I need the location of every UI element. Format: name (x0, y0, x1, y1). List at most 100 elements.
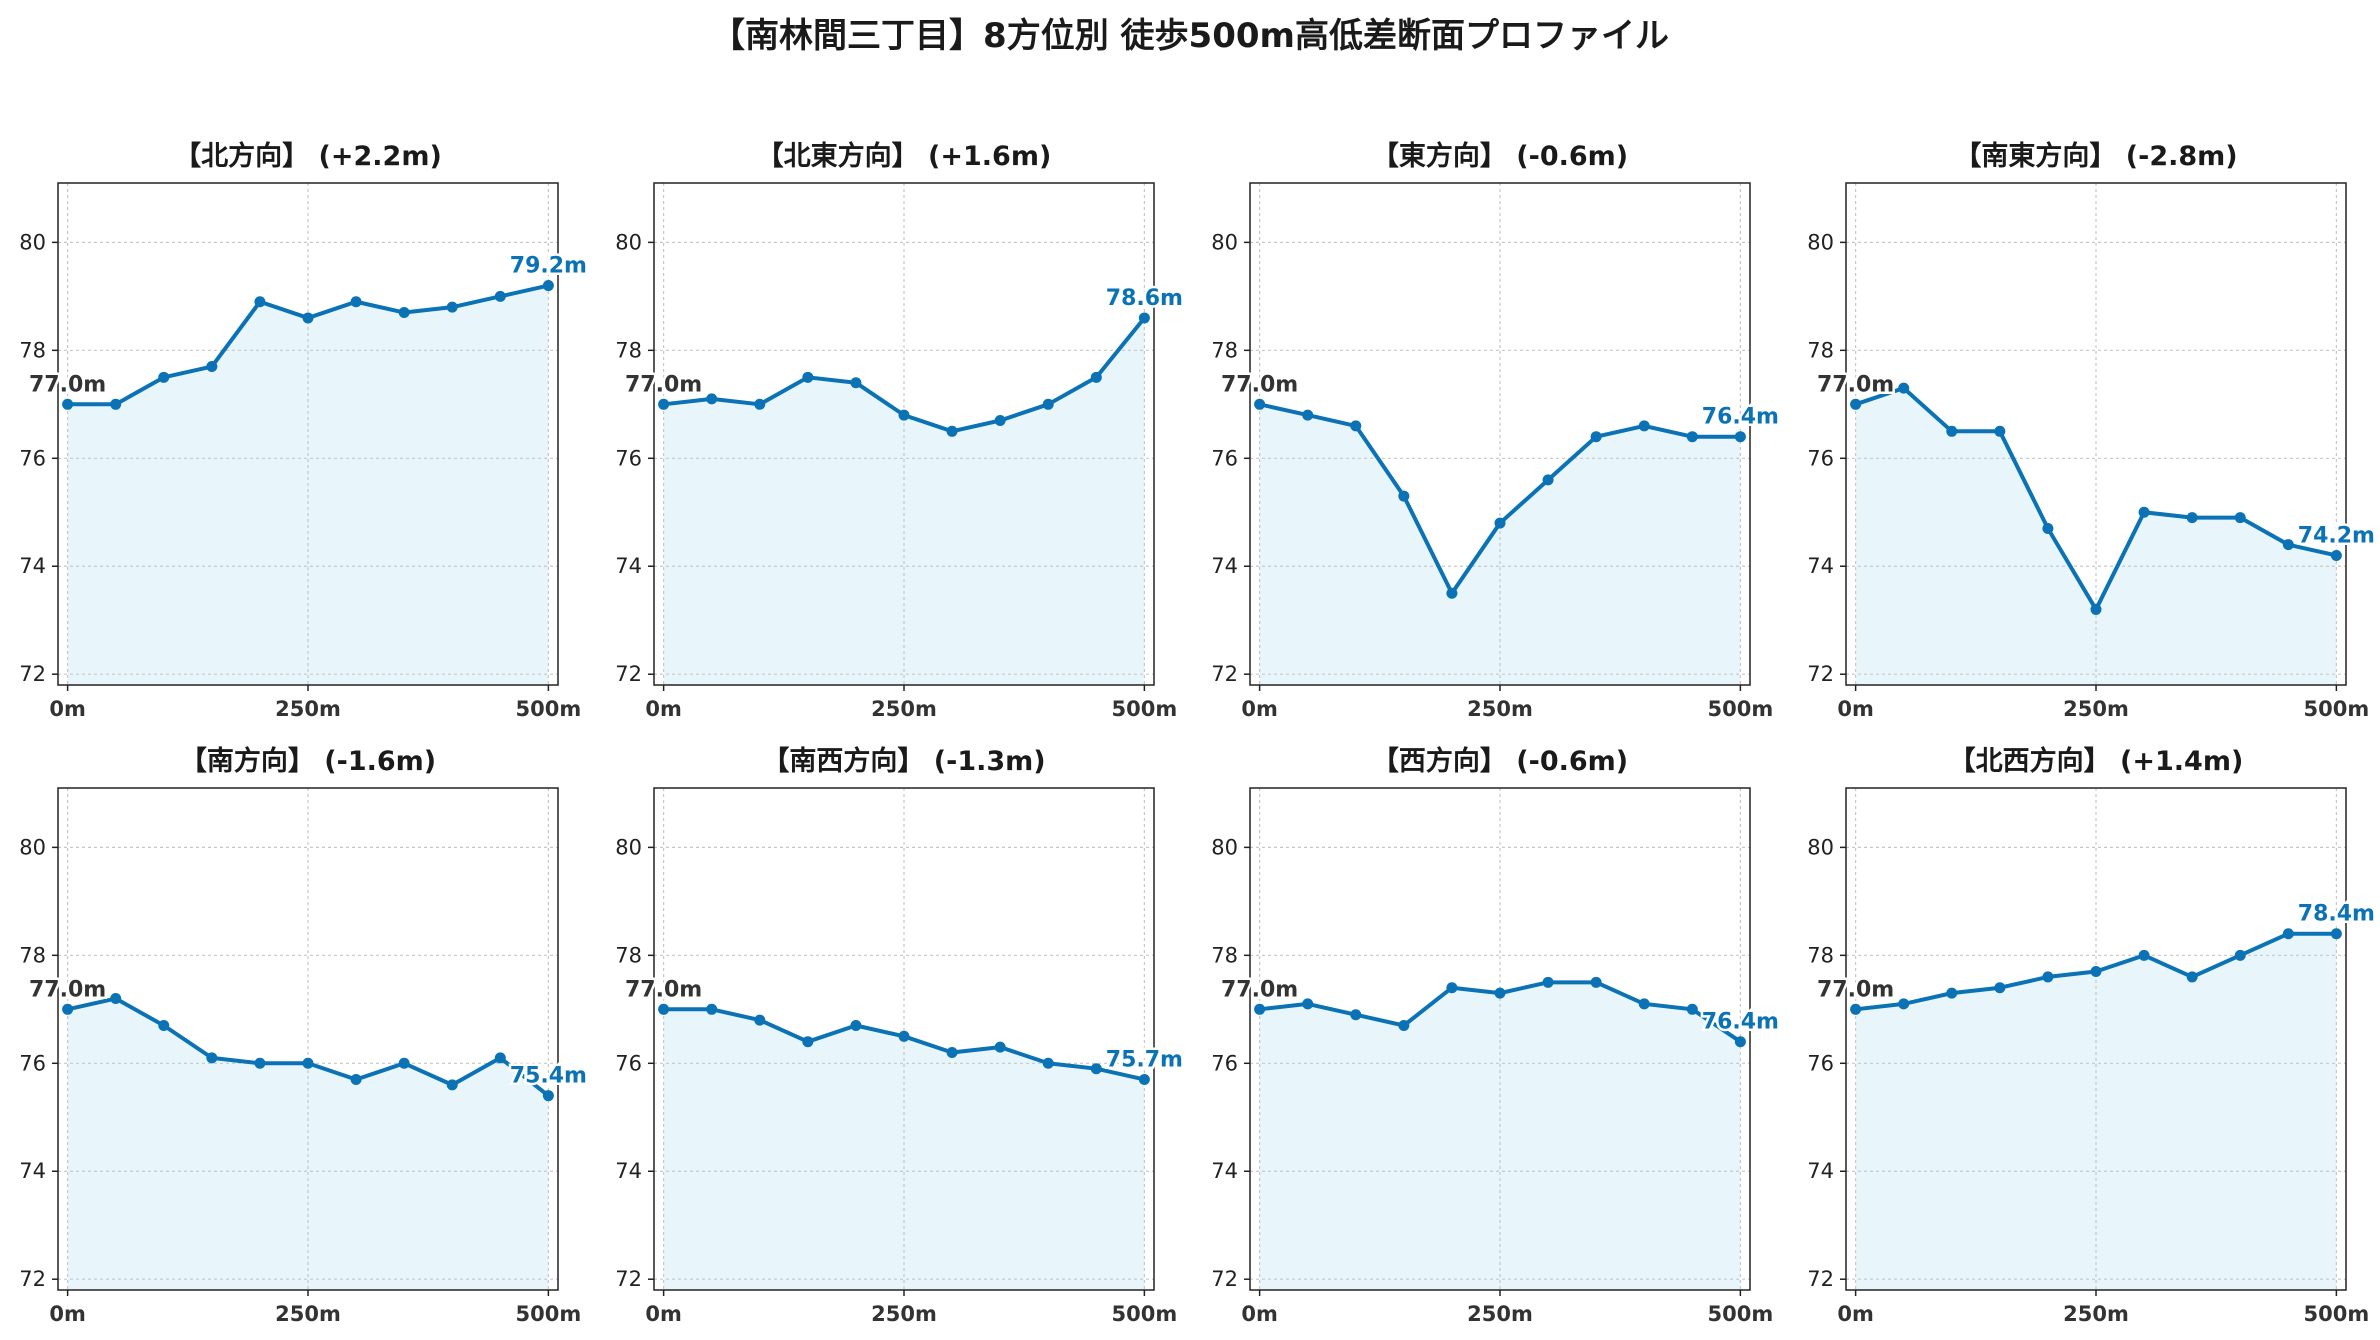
data-point (302, 312, 314, 324)
data-point (1302, 409, 1314, 421)
x-tick-label: 250m (1467, 1302, 1533, 1326)
data-point (1638, 420, 1650, 432)
chart-title: 【北東方向】 (+1.6m) (757, 140, 1052, 172)
data-point (206, 361, 218, 373)
data-point (1138, 1073, 1150, 1085)
y-tick-label: 72 (19, 1267, 46, 1291)
data-point (1946, 425, 1958, 437)
x-tick-label: 0m (49, 697, 86, 721)
y-tick-label: 72 (1807, 1267, 1834, 1291)
start-value-label: 77.0m (1817, 372, 1894, 397)
data-point (1734, 1036, 1746, 1048)
chart-title: 【南方向】 (-1.6m) (180, 745, 436, 777)
data-point (1686, 1003, 1698, 1015)
data-point (494, 1052, 506, 1064)
data-point (2330, 549, 2342, 561)
y-tick-label: 74 (615, 1159, 642, 1183)
data-point (1898, 382, 1910, 394)
y-tick-label: 78 (1211, 338, 1238, 362)
chart-panel-6: 72 74 76 78 80 0m 250m 500m 【西方向】 (-0.6m) 77.0m 76… (1211, 745, 1781, 1326)
data-point (2330, 928, 2342, 940)
data-point (946, 425, 958, 437)
x-tick-label: 500m (1112, 697, 1178, 721)
y-tick-label: 78 (1211, 943, 1238, 967)
data-point (2186, 512, 2198, 524)
y-tick-label: 74 (19, 1159, 46, 1183)
data-point (946, 1046, 958, 1058)
data-point (2138, 506, 2150, 518)
y-tick-label: 76 (1211, 446, 1238, 470)
y-tick-label: 80 (1807, 230, 1834, 254)
chart-panel-5: 72 74 76 78 80 0m 250m 500m 【南西方向】 (-1.3m) 77.0m 7… (615, 745, 1185, 1326)
x-tick-label: 500m (1708, 697, 1774, 721)
x-tick-label: 0m (1241, 697, 1278, 721)
data-point (1590, 431, 1602, 443)
y-tick-label: 72 (615, 1267, 642, 1291)
data-point (62, 398, 74, 410)
data-point (1090, 371, 1102, 383)
x-tick-label: 0m (645, 1302, 682, 1326)
data-point (398, 1057, 410, 1069)
data-point (850, 377, 862, 389)
data-point (302, 1057, 314, 1069)
area-fill (1855, 933, 2337, 1290)
x-tick-label: 0m (1837, 697, 1874, 721)
y-tick-label: 80 (1211, 230, 1238, 254)
data-point (398, 307, 410, 319)
data-point (1850, 398, 1862, 410)
x-tick-label: 0m (645, 697, 682, 721)
chart-title: 【北方向】 (+2.2m) (174, 140, 442, 172)
data-point (2090, 603, 2102, 615)
data-point (1350, 420, 1362, 432)
chart-panel-0: 72 74 76 78 80 0m 250m 500m 【北方向】 (+2.2m) 77.0m 79… (19, 140, 589, 721)
y-tick-label: 76 (615, 446, 642, 470)
y-tick-label: 76 (19, 1051, 46, 1075)
y-tick-label: 80 (1211, 835, 1238, 859)
y-tick-label: 78 (1807, 338, 1834, 362)
y-tick-label: 74 (1211, 554, 1238, 578)
end-value-label: 79.2m (510, 254, 587, 279)
chart-title: 【西方向】 (-0.6m) (1372, 745, 1628, 777)
x-tick-label: 250m (1467, 697, 1533, 721)
data-point (446, 1079, 458, 1091)
data-point (706, 1003, 718, 1015)
y-tick-label: 72 (1807, 662, 1834, 686)
y-tick-label: 78 (19, 943, 46, 967)
data-point (2090, 966, 2102, 978)
page-title: 【南林間三丁目】8方位別 徒歩500m高低差断面プロファイル (711, 16, 1669, 56)
data-point (1254, 398, 1266, 410)
start-value-label: 77.0m (1221, 977, 1298, 1002)
chart-panel-4: 72 74 76 78 80 0m 250m 500m 【南方向】 (-1.6m) 77.0m 75… (19, 745, 589, 1326)
chart-panel-7: 72 74 76 78 80 0m 250m 500m 【北西方向】 (+1.4m) 77.0m 7… (1807, 745, 2377, 1326)
data-point (2282, 928, 2294, 940)
data-point (1494, 517, 1506, 529)
data-point (1042, 1057, 1054, 1069)
data-point (898, 1030, 910, 1042)
y-tick-label: 80 (19, 230, 46, 254)
data-point (706, 393, 718, 405)
start-value-label: 77.0m (625, 372, 702, 397)
y-tick-label: 80 (615, 835, 642, 859)
x-tick-label: 500m (2304, 1302, 2370, 1326)
data-point (1398, 1020, 1410, 1032)
y-tick-label: 76 (19, 446, 46, 470)
data-point (1494, 987, 1506, 999)
data-point (350, 296, 362, 308)
data-point (850, 1020, 862, 1032)
data-point (542, 280, 554, 292)
chart-title: 【東方向】 (-0.6m) (1372, 140, 1628, 172)
data-point (1446, 587, 1458, 599)
data-point (110, 993, 122, 1005)
data-point (994, 415, 1006, 427)
data-point (2234, 949, 2246, 961)
data-point (1638, 998, 1650, 1010)
y-tick-label: 72 (615, 662, 642, 686)
data-point (2138, 949, 2150, 961)
data-point (62, 1003, 74, 1015)
x-tick-label: 500m (516, 1302, 582, 1326)
end-value-label: 75.7m (1106, 1047, 1183, 1072)
data-point (158, 1020, 170, 1032)
data-point (254, 296, 266, 308)
y-tick-label: 76 (615, 1051, 642, 1075)
